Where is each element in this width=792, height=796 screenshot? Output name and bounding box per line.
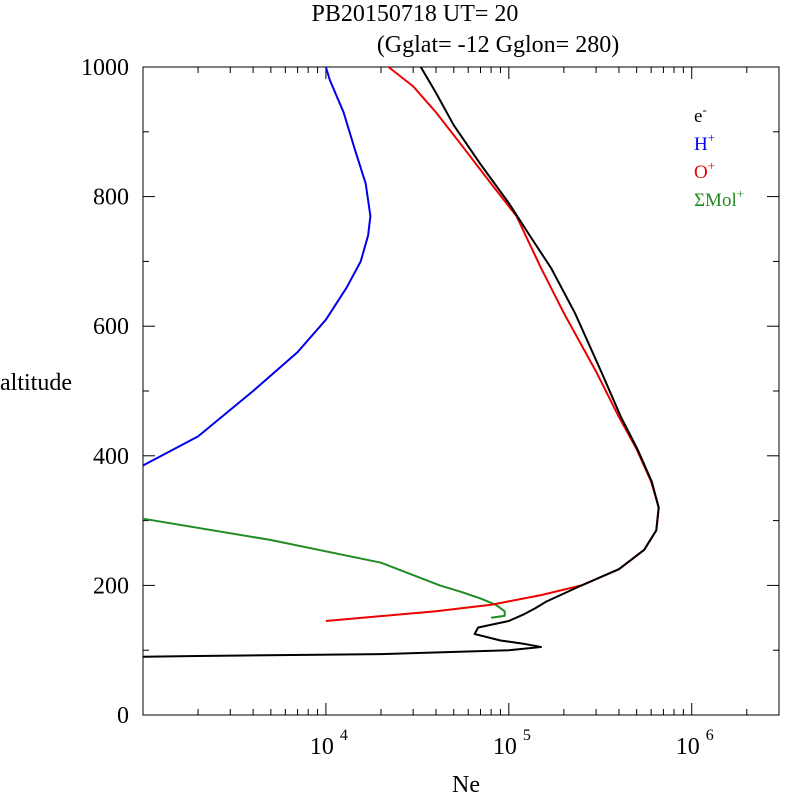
axis-ticks xyxy=(142,66,780,716)
y-axis-label: altitude xyxy=(0,370,72,396)
legend-entry-superscript: + xyxy=(737,186,744,201)
x-tick-label: 10 xyxy=(493,734,517,760)
series-lines xyxy=(142,66,660,658)
chart-title-line2: (Gglat= -12 Gglon= 280) xyxy=(377,32,619,58)
y-tick-label: 200 xyxy=(93,573,129,599)
y-tick-label: 1000 xyxy=(81,55,129,81)
tick-labels: 0 200 400 600 800 1000 10 4 10 5 10 6 xyxy=(81,55,714,760)
x-tick-label: 10 xyxy=(676,734,700,760)
legend-entry: O+ xyxy=(694,158,715,183)
x-tick-label: 10 xyxy=(310,734,334,760)
y-tick-label: 800 xyxy=(93,185,129,211)
legend-entry-superscript: + xyxy=(708,130,715,145)
x-tick-exponent: 4 xyxy=(340,727,348,744)
series-line xyxy=(142,517,506,619)
legend-entry: H+ xyxy=(694,130,715,155)
legend-entry: e- xyxy=(694,102,707,127)
chart-title-line1: PB20150718 UT= 20 xyxy=(312,1,519,27)
legend: e- H+ O+ ΣMol+ xyxy=(694,102,744,211)
legend-entry: ΣMol+ xyxy=(694,186,744,211)
y-tick-label: 400 xyxy=(93,444,129,470)
legend-entry-superscript: - xyxy=(702,102,706,117)
y-tick-label: 0 xyxy=(117,703,129,729)
y-tick-label: 600 xyxy=(93,314,129,340)
x-axis-label: Ne xyxy=(452,772,480,796)
series-line xyxy=(142,66,660,658)
legend-entry-superscript: + xyxy=(708,158,715,173)
x-tick-exponent: 5 xyxy=(523,727,531,744)
plot-frame xyxy=(142,66,780,716)
series-line xyxy=(325,66,660,622)
x-tick-exponent: 6 xyxy=(706,727,714,744)
series-line xyxy=(142,66,372,467)
